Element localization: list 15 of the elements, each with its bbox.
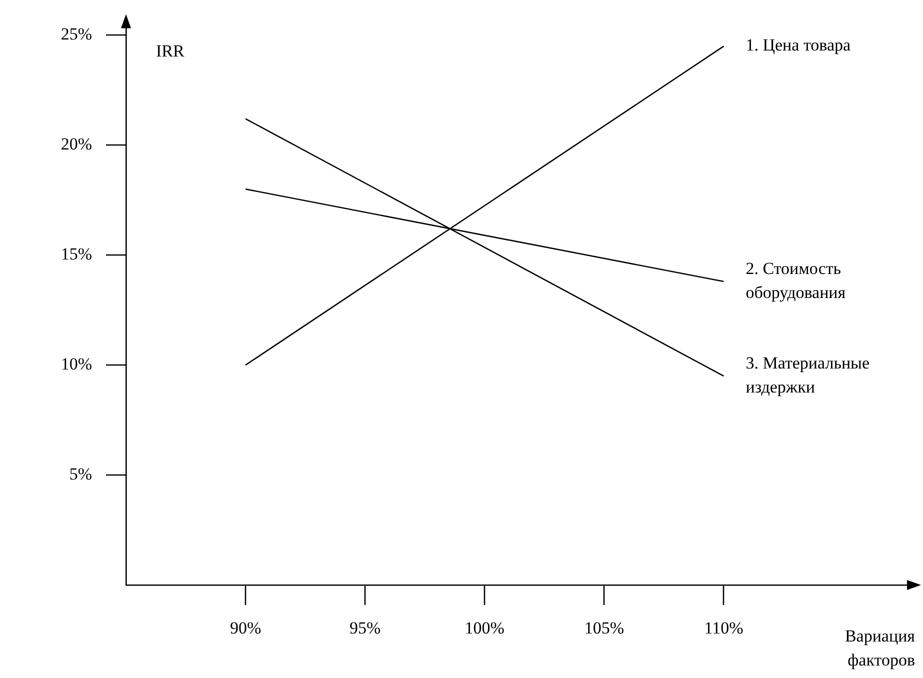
y-tick-label: 5% — [69, 464, 92, 484]
x-tick-label: 90% — [230, 618, 262, 638]
x-tick-label: 100% — [464, 618, 504, 638]
y-axis-title: IRR — [156, 42, 185, 61]
series-label: 1. Цена товара — [746, 36, 851, 55]
x-tick-label: 110% — [704, 618, 744, 638]
series-label: 2. Стоимость оборудования — [746, 258, 846, 302]
series-label: 3. Материальные издержки — [746, 354, 870, 397]
x-tick-label: 105% — [584, 618, 624, 638]
y-tick-label: 25% — [60, 24, 92, 44]
y-tick-label: 20% — [60, 134, 92, 154]
y-tick-label: 15% — [60, 244, 92, 264]
x-axis-title: Вариация факторов — [844, 626, 916, 670]
x-tick-label: 95% — [350, 618, 381, 638]
y-tick-label: 10% — [60, 354, 92, 374]
